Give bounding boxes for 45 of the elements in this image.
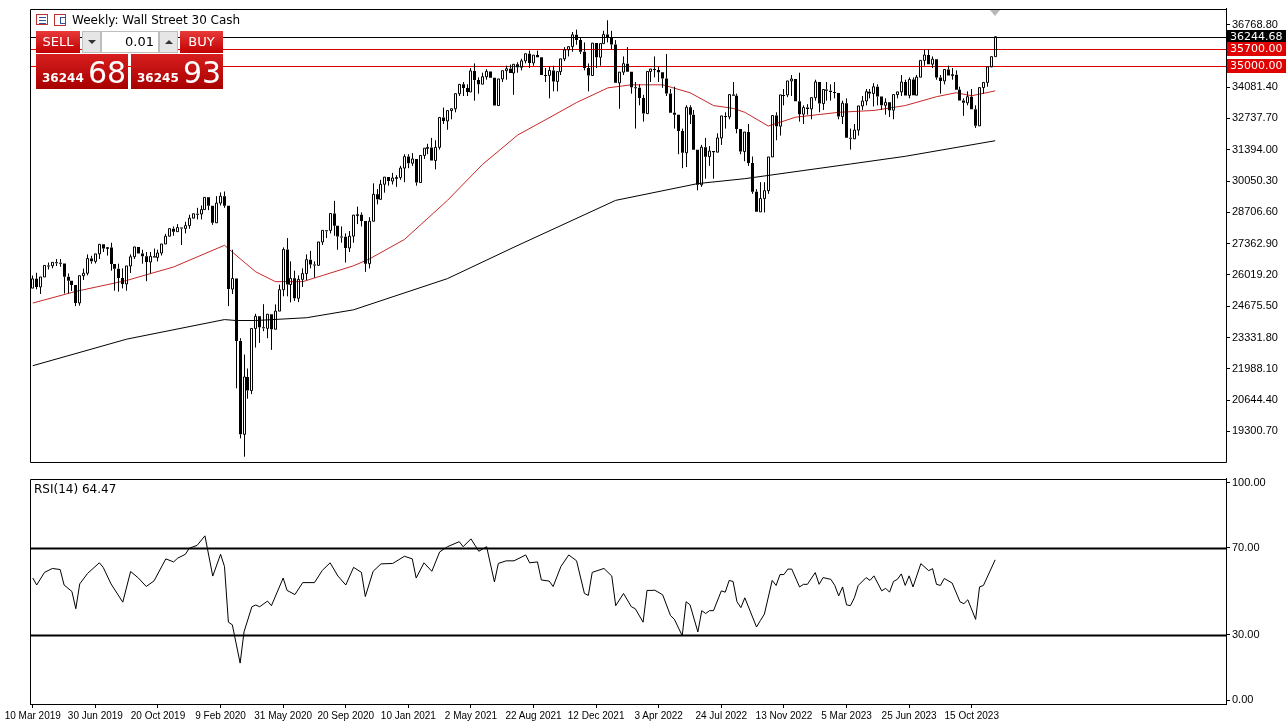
x-tick-label: 31 May 2020 (254, 709, 313, 721)
y-tick-label: 100.00 (1232, 475, 1266, 488)
y-tick-label: 36768.80 (1232, 17, 1278, 30)
y-tick-label: 23331.80 (1232, 330, 1278, 343)
annotation: 36244 (42, 70, 84, 85)
y-tick-label: 0.00 (1232, 693, 1254, 706)
x-tick-label: 12 Dec 2021 (567, 709, 625, 721)
x-tick-label: 15 Oct 2023 (944, 709, 1000, 721)
annotation: SELL (36, 30, 80, 53)
ref-line-label: 36244.68 (1230, 30, 1283, 44)
x-tick-label: 20 Sep 2020 (317, 709, 375, 721)
x-tick-label: 24 Jul 2022 (695, 709, 748, 721)
annotation: 36245 (137, 70, 179, 85)
annotation: BUY (180, 30, 223, 53)
x-tick-label: 10 Mar 2019 (4, 709, 62, 721)
y-tick-label: 20644.40 (1232, 393, 1278, 406)
y-tick-label: 32737.70 (1232, 111, 1278, 124)
ref-line-label: 35000.00 (1230, 59, 1283, 73)
x-tick-label: 13 Nov 2022 (755, 709, 813, 721)
y-tick-label: 70.00 (1232, 540, 1260, 553)
annotation: 0.01 (101, 30, 159, 53)
x-tick-label: 3 Apr 2022 (634, 709, 684, 721)
ref-line-label: 35700.00 (1230, 42, 1283, 56)
chart-title: RSI(14) 64.47 (34, 481, 117, 496)
annotation: 68 (88, 54, 127, 90)
y-tick-label: 31394.00 (1232, 142, 1278, 155)
chart-title: Weekly: Wall Street 30 Cash (72, 12, 241, 27)
y-tick-label: 30050.30 (1232, 174, 1278, 187)
y-tick-label: 28706.60 (1232, 205, 1278, 218)
x-tick-label: 22 Aug 2021 (505, 709, 563, 721)
x-tick-label: 2 May 2021 (444, 709, 498, 721)
y-tick-label: 24675.50 (1232, 299, 1278, 312)
annotation: 93 (183, 54, 222, 90)
x-tick-label: 30 Jun 2019 (67, 709, 124, 721)
x-tick-label: 10 Jan 2021 (380, 709, 437, 721)
y-tick-label: 21988.10 (1232, 361, 1278, 374)
y-tick-label: 26019.20 (1232, 267, 1278, 280)
x-tick-label: 20 Oct 2019 (130, 709, 186, 721)
y-tick-label: 34081.40 (1232, 80, 1278, 93)
x-tick-label: 5 Mar 2023 (821, 709, 873, 721)
x-tick-label: 25 Jun 2023 (881, 709, 938, 721)
x-tick-label: 9 Feb 2020 (195, 709, 247, 721)
y-tick-label: 30.00 (1232, 627, 1260, 640)
y-tick-label: 27362.90 (1232, 236, 1278, 249)
y-tick-label: 19300.70 (1232, 424, 1278, 437)
